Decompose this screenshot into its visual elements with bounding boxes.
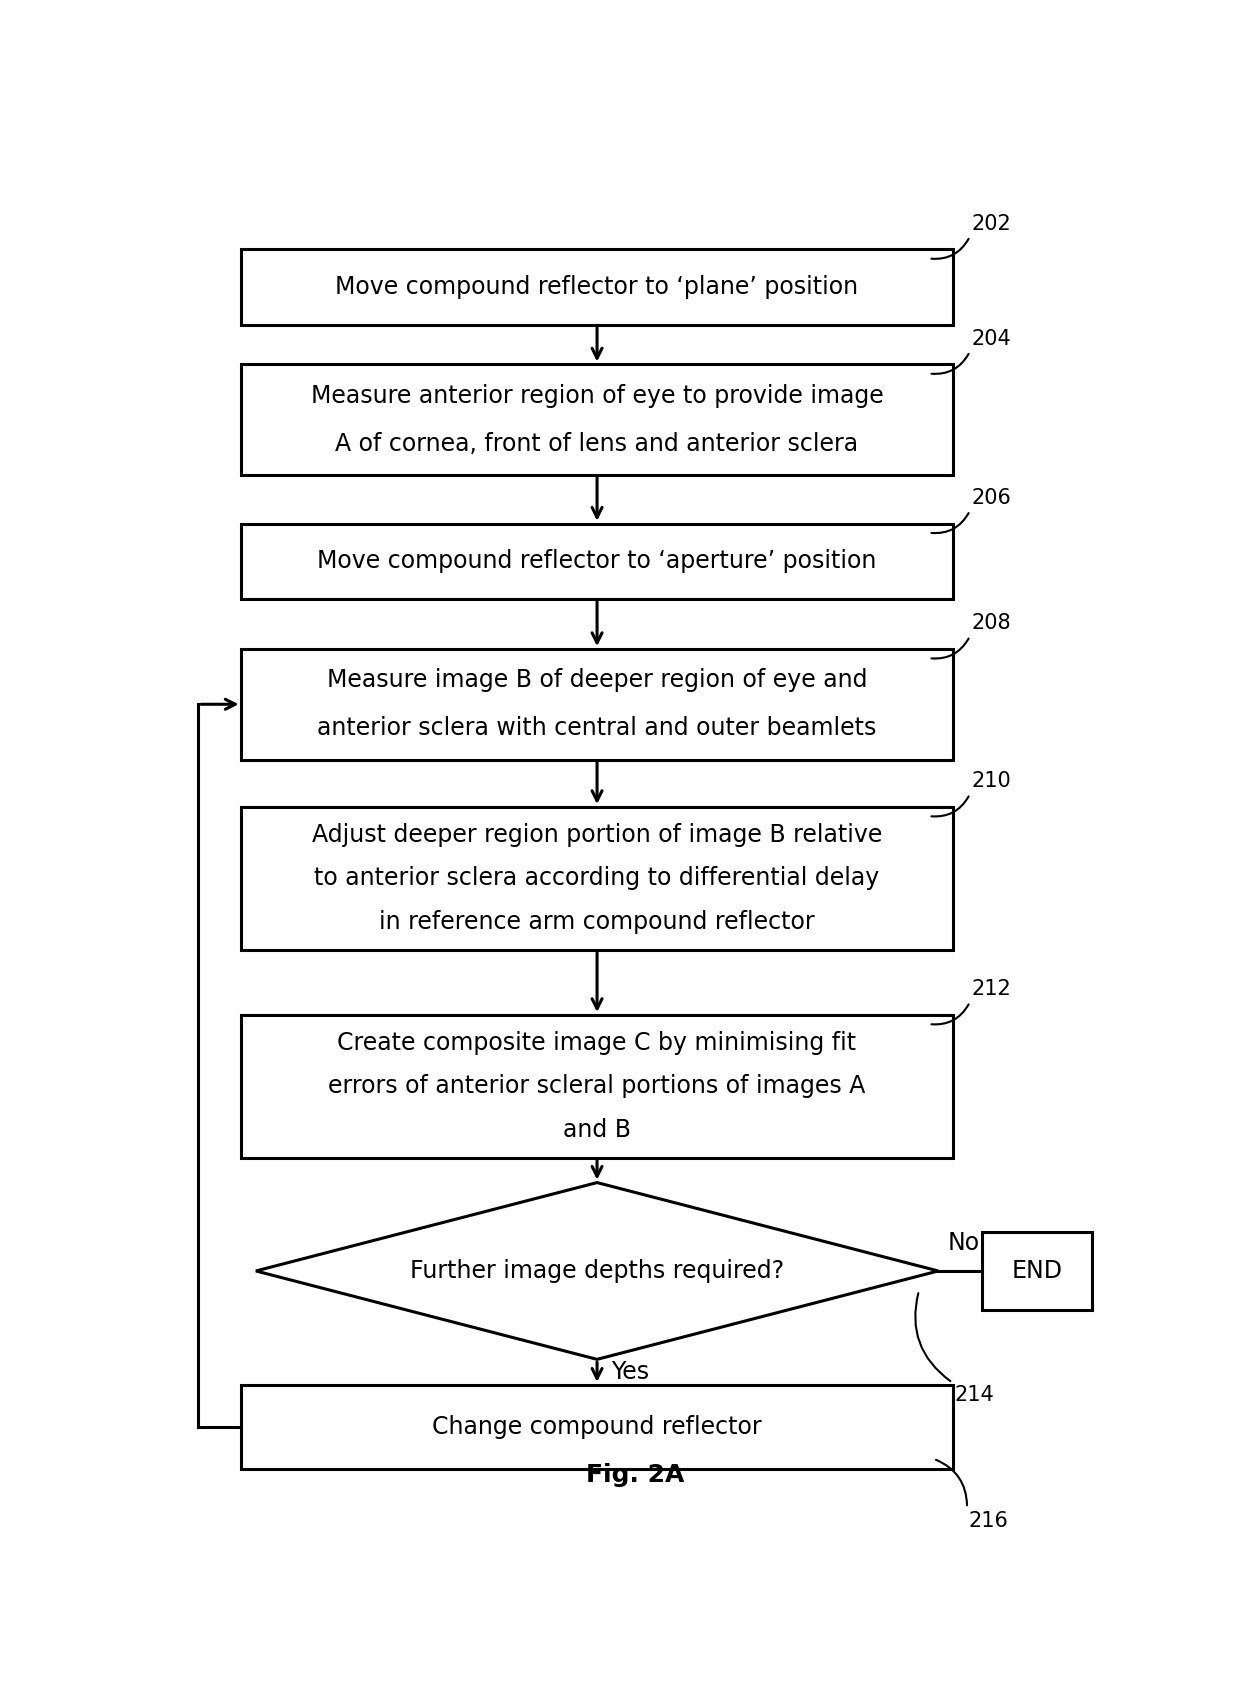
Bar	[242, 523, 952, 599]
Text: Move compound reflector to ‘plane’ position: Move compound reflector to ‘plane’ posit…	[336, 275, 858, 299]
Text: to anterior sclera according to differential delay: to anterior sclera according to differen…	[315, 866, 879, 891]
Bar	[242, 1014, 952, 1158]
Text: 210: 210	[972, 771, 1012, 792]
Text: Create composite image C by minimising fit: Create composite image C by minimising f…	[337, 1031, 857, 1055]
Polygon shape	[255, 1183, 939, 1359]
Text: No: No	[947, 1231, 980, 1256]
Text: Further image depths required?: Further image depths required?	[410, 1259, 784, 1283]
Bar	[242, 1384, 952, 1469]
Text: Measure anterior region of eye to provide image: Measure anterior region of eye to provid…	[311, 383, 883, 407]
Text: 216: 216	[968, 1511, 1009, 1531]
Text: 202: 202	[972, 214, 1012, 233]
Bar	[242, 648, 952, 760]
Text: errors of anterior scleral portions of images A: errors of anterior scleral portions of i…	[329, 1074, 866, 1099]
Text: in reference arm compound reflector: in reference arm compound reflector	[379, 910, 815, 933]
Bar	[242, 365, 952, 474]
Text: END: END	[1012, 1259, 1063, 1283]
Text: 206: 206	[972, 488, 1012, 508]
Text: 204: 204	[972, 329, 1012, 349]
Text: Move compound reflector to ‘aperture’ position: Move compound reflector to ‘aperture’ po…	[317, 549, 877, 574]
Bar	[242, 807, 952, 950]
Text: 214: 214	[955, 1386, 994, 1406]
Text: Adjust deeper region portion of image B relative: Adjust deeper region portion of image B …	[312, 824, 882, 847]
Bar	[982, 1232, 1092, 1310]
Text: A of cornea, front of lens and anterior sclera: A of cornea, front of lens and anterior …	[336, 432, 858, 456]
Text: Fig. 2A: Fig. 2A	[587, 1463, 684, 1487]
Text: Yes: Yes	[611, 1361, 650, 1384]
Text: Measure image B of deeper region of eye and: Measure image B of deeper region of eye …	[327, 668, 867, 692]
Bar	[242, 250, 952, 324]
Text: Change compound reflector: Change compound reflector	[433, 1415, 761, 1438]
Text: and B: and B	[563, 1117, 631, 1141]
Text: 212: 212	[972, 979, 1012, 999]
Text: anterior sclera with central and outer beamlets: anterior sclera with central and outer b…	[317, 716, 877, 741]
Text: 208: 208	[972, 613, 1012, 633]
